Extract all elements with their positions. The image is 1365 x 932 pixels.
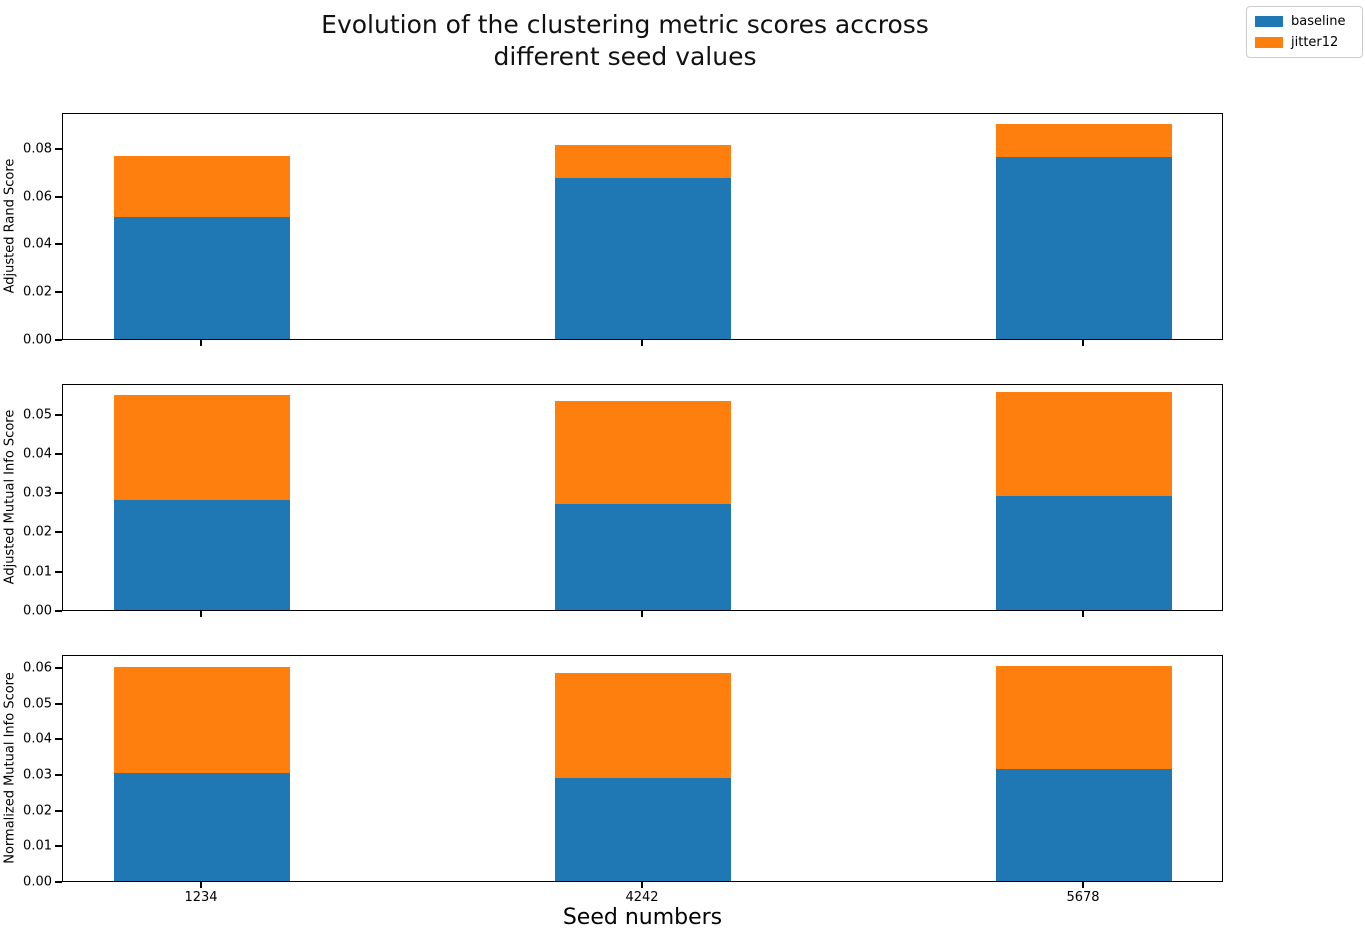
y-tick-label: 0.02 xyxy=(23,284,52,300)
chart-title-line-1: Evolution of the clustering metric score… xyxy=(321,10,929,39)
bar-segment-jitter12 xyxy=(113,156,290,218)
legend-swatch-baseline xyxy=(1255,16,1283,27)
y-tick-mark xyxy=(55,881,62,883)
y-tick-label: 0.04 xyxy=(23,731,52,747)
x-tick-mark xyxy=(1081,340,1084,346)
y-tick-mark xyxy=(55,570,62,573)
subplot-adjusted-mutual-info-score: Adjusted Mutual Info Score 0.00 0.01 0.02 0… xyxy=(0,384,1365,619)
legend-item-baseline: baseline xyxy=(1255,14,1354,29)
y-tick-mark xyxy=(55,738,62,741)
bar-segment-jitter12 xyxy=(555,145,732,179)
y-tick-label: 0.03 xyxy=(23,485,52,501)
bar-segment-baseline xyxy=(113,217,290,339)
bar-segment-jitter12 xyxy=(995,666,1172,769)
x-tick-label: 5678 xyxy=(1066,890,1100,905)
plot-area xyxy=(62,113,1223,340)
plot-area xyxy=(62,384,1223,611)
bar-segment-baseline xyxy=(995,495,1172,610)
bar-segment-jitter12 xyxy=(995,392,1172,496)
y-tick-mark xyxy=(55,531,62,534)
y-tick-label: 0.06 xyxy=(23,660,52,676)
bar-segment-baseline xyxy=(555,178,732,339)
y-tick-mark xyxy=(55,339,62,341)
y-tick-label: 0.04 xyxy=(23,236,52,252)
bar-segment-baseline xyxy=(995,768,1172,881)
legend-swatch-jitter12 xyxy=(1255,37,1283,48)
x-tick-mark xyxy=(1081,611,1084,617)
y-tick-label: 0.00 xyxy=(23,874,52,890)
x-tick-mark xyxy=(199,882,202,888)
x-tick-mark xyxy=(641,611,644,617)
y-tick-label: 0.00 xyxy=(23,603,52,619)
y-tick-mark xyxy=(55,774,62,777)
x-tick-label: 4242 xyxy=(625,890,659,905)
y-tick-mark xyxy=(55,452,62,455)
y-axis-label: Adjusted Rand Score xyxy=(2,158,18,294)
y-tick-label: 0.02 xyxy=(23,524,52,540)
y-tick-label: 0.06 xyxy=(23,189,52,205)
bar-segment-jitter12 xyxy=(995,123,1172,157)
y-tick-mark xyxy=(55,413,62,416)
legend-label-baseline: baseline xyxy=(1291,14,1346,29)
y-tick-mark xyxy=(55,243,62,246)
bar-segment-baseline xyxy=(555,778,732,881)
y-tick-label: 0.05 xyxy=(23,407,52,423)
x-tick-mark xyxy=(199,611,202,617)
x-axis-label: Seed numbers xyxy=(562,905,723,930)
bar-segment-baseline xyxy=(113,500,290,610)
x-tick-label: 1234 xyxy=(184,890,218,905)
y-tick-mark xyxy=(55,845,62,848)
y-tick-label: 0.00 xyxy=(23,332,52,348)
chart-title-line-2: different seed values xyxy=(493,42,757,71)
subplot-adjusted-rand-score: Adjusted Rand Score 0.00 0.02 0.04 0.06 0.08 xyxy=(0,113,1365,348)
legend-label-jitter12: jitter12 xyxy=(1291,35,1339,50)
x-tick-mark xyxy=(641,882,644,888)
x-tick-mark xyxy=(641,340,644,346)
x-tick-mark xyxy=(1081,882,1084,888)
legend-item-jitter12: jitter12 xyxy=(1255,35,1354,50)
plot-area xyxy=(62,655,1223,882)
subplot-normalized-mutual-info-score: Normalized Mutual Info Score 0.00 0.01 0.0… xyxy=(0,655,1365,890)
y-tick-label: 0.03 xyxy=(23,767,52,783)
x-tick-mark xyxy=(199,340,202,346)
y-tick-mark xyxy=(55,667,62,670)
bar-segment-jitter12 xyxy=(555,400,732,505)
chart-title: Evolution of the clustering metric score… xyxy=(0,9,1250,73)
y-tick-mark xyxy=(55,610,62,612)
bar-segment-baseline xyxy=(113,773,290,881)
y-tick-label: 0.08 xyxy=(23,141,52,157)
y-tick-mark xyxy=(55,291,62,294)
y-tick-label: 0.05 xyxy=(23,696,52,712)
y-tick-mark xyxy=(55,492,62,495)
y-tick-mark xyxy=(55,809,62,812)
y-tick-mark xyxy=(55,147,62,150)
legend: baseline jitter12 xyxy=(1246,6,1363,58)
bar-segment-jitter12 xyxy=(113,666,290,774)
y-tick-mark xyxy=(55,195,62,198)
y-tick-label: 0.01 xyxy=(23,564,52,580)
bar-segment-baseline xyxy=(995,156,1172,339)
bar-segment-baseline xyxy=(555,504,732,610)
y-tick-label: 0.02 xyxy=(23,803,52,819)
y-tick-mark xyxy=(55,702,62,705)
bar-segment-jitter12 xyxy=(555,673,732,779)
bar-segment-jitter12 xyxy=(113,394,290,501)
y-tick-label: 0.01 xyxy=(23,838,52,854)
y-tick-label: 0.04 xyxy=(23,446,52,462)
